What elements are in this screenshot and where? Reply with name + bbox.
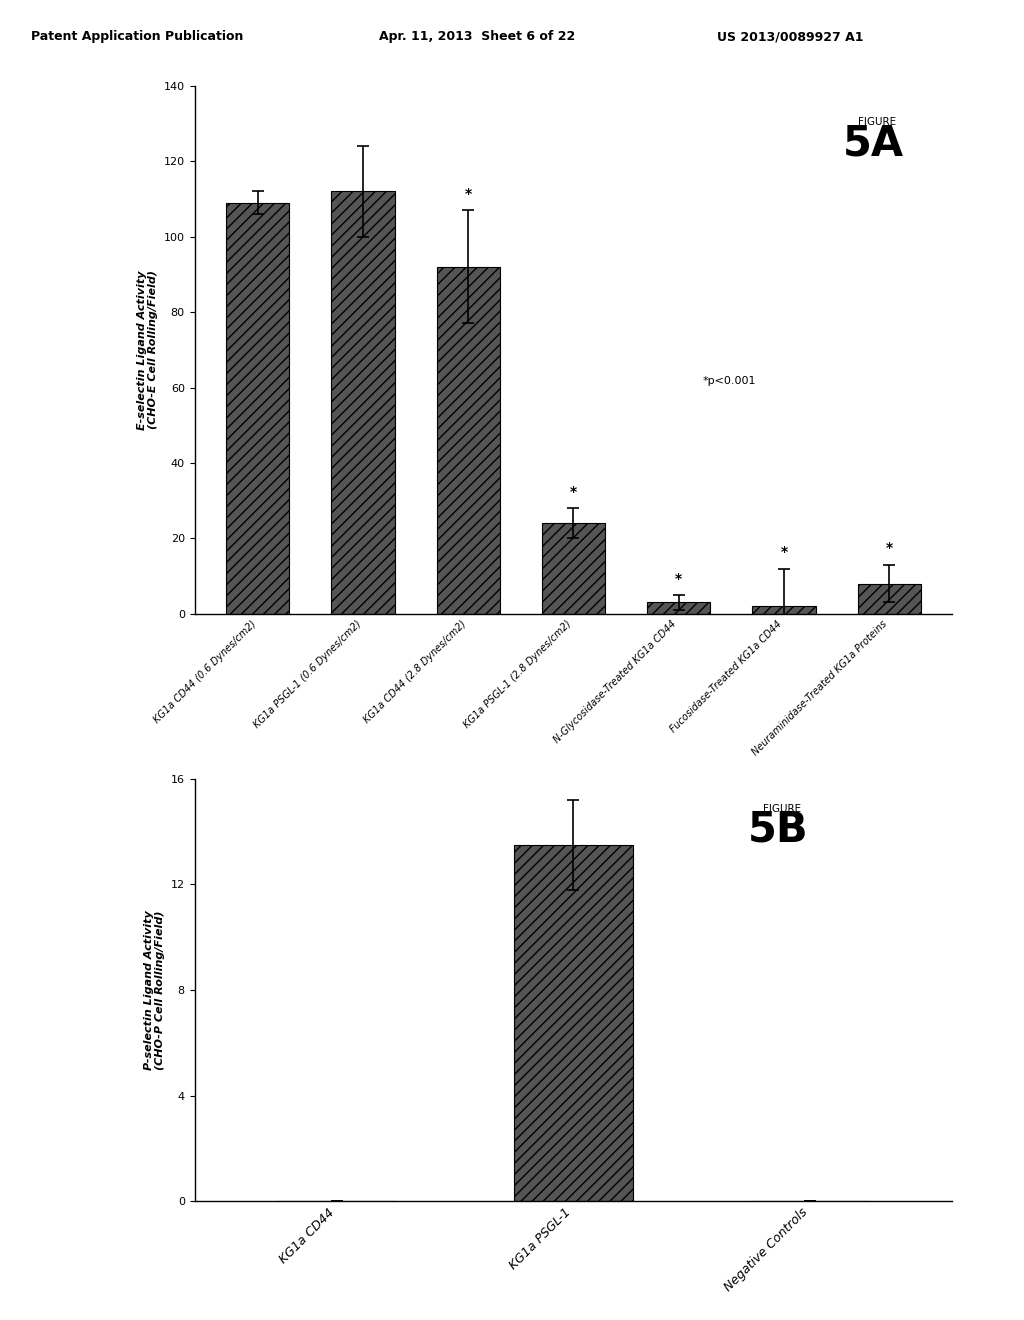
Text: FIGURE: FIGURE xyxy=(763,804,801,814)
Text: US 2013/0089927 A1: US 2013/0089927 A1 xyxy=(717,30,863,44)
Bar xyxy=(542,523,605,614)
Bar xyxy=(226,203,289,614)
Bar xyxy=(514,845,633,1201)
Text: 5B: 5B xyxy=(748,808,808,850)
Text: *: * xyxy=(570,484,577,499)
Y-axis label: E-selectin Ligand Activity
(CHO-E Cell Rolling/Field): E-selectin Ligand Activity (CHO-E Cell R… xyxy=(136,271,158,429)
Bar xyxy=(647,602,711,614)
Bar xyxy=(858,583,921,614)
Bar xyxy=(332,191,394,614)
Text: *: * xyxy=(780,545,787,560)
Text: *: * xyxy=(465,187,472,201)
Text: *: * xyxy=(675,572,682,586)
Text: FIGURE: FIGURE xyxy=(857,117,896,128)
Bar xyxy=(436,267,500,614)
Bar xyxy=(753,606,815,614)
Y-axis label: P-selectin Ligand Activity
(CHO-P Cell Rolling/Field): P-selectin Ligand Activity (CHO-P Cell R… xyxy=(143,909,165,1071)
Text: 5A: 5A xyxy=(843,123,903,165)
Text: *p<0.001: *p<0.001 xyxy=(702,376,756,387)
Text: Patent Application Publication: Patent Application Publication xyxy=(31,30,243,44)
Text: Apr. 11, 2013  Sheet 6 of 22: Apr. 11, 2013 Sheet 6 of 22 xyxy=(379,30,575,44)
Text: *: * xyxy=(886,541,893,556)
